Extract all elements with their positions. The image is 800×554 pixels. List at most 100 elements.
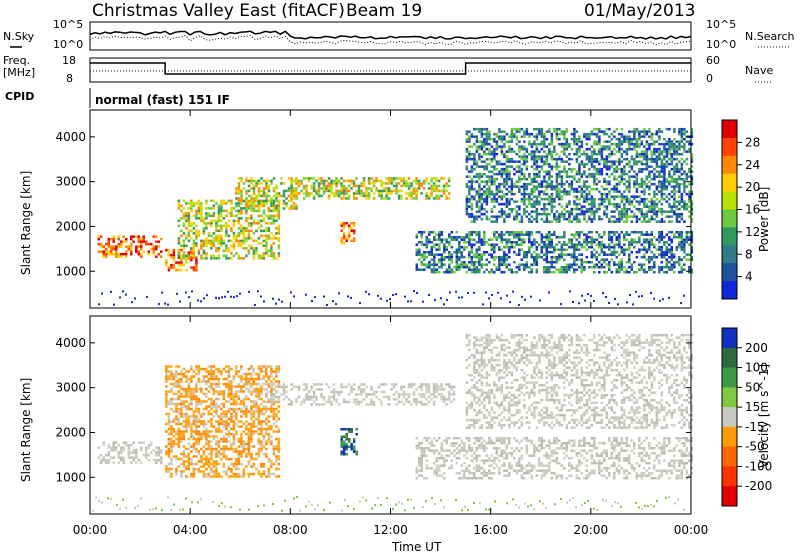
echo-cell — [533, 258, 536, 261]
echo-cell — [433, 270, 436, 274]
echo-cell — [608, 217, 611, 221]
echo-cell — [147, 446, 151, 449]
echo-cell — [165, 367, 168, 371]
echo-cell — [613, 152, 616, 156]
scatter-cell — [338, 292, 340, 295]
echo-cell — [230, 252, 233, 255]
echo-cell — [670, 210, 674, 213]
echo-cell — [573, 137, 576, 141]
echo-cell — [490, 165, 494, 168]
echo-cell — [560, 248, 564, 251]
echo-cell — [505, 140, 509, 143]
echo-cell — [195, 365, 198, 368]
echo-cell — [170, 263, 173, 267]
scatter-cell — [101, 292, 103, 295]
echo-cell — [555, 167, 559, 171]
echo-cell — [455, 238, 459, 241]
echo-cell — [688, 147, 691, 151]
echo-cell — [563, 217, 566, 221]
echo-cell — [207, 372, 211, 376]
echo-cell — [182, 415, 186, 418]
echo-cell — [565, 160, 569, 163]
echo-cell — [495, 235, 499, 239]
echo-cell — [660, 248, 664, 251]
echo-cell — [115, 250, 118, 253]
echo-cell — [685, 157, 689, 161]
echo-cell — [688, 140, 691, 143]
echo-cell — [530, 192, 534, 196]
echo-cell — [478, 230, 481, 234]
echo-cell — [673, 202, 676, 206]
echo-cell — [180, 430, 183, 433]
echo-cell — [415, 179, 418, 183]
echo-cell — [215, 412, 218, 416]
echo-cell — [588, 197, 591, 201]
echo-cell — [503, 217, 506, 221]
echo-cell — [475, 270, 479, 274]
echo-cell — [415, 197, 418, 200]
echo-cell — [505, 150, 509, 153]
echo-cell — [468, 192, 471, 196]
echo-cell — [205, 257, 208, 260]
echo-cell — [205, 457, 208, 461]
echo-cell — [190, 450, 193, 453]
echo-cell — [668, 152, 671, 156]
echo-cell — [195, 437, 198, 441]
echo-cell — [618, 210, 621, 213]
echo-cell — [430, 263, 434, 266]
echo-cell — [192, 422, 196, 426]
echo-cell — [167, 417, 171, 421]
echo-cell — [660, 142, 664, 146]
echo-cell — [640, 215, 644, 218]
echo-cell — [545, 217, 549, 221]
echo-cell — [545, 170, 549, 173]
echo-cell — [372, 179, 376, 183]
echo-cell — [618, 160, 621, 163]
echo-cell — [483, 207, 486, 211]
echo-cell — [315, 179, 318, 183]
echo-cell — [190, 237, 193, 240]
echo-cell — [262, 212, 266, 215]
echo-cell — [447, 192, 451, 195]
echo-cell — [197, 377, 201, 381]
echo-cell — [205, 427, 208, 431]
echo-cell — [645, 238, 649, 241]
echo-cell — [325, 187, 328, 190]
echo-cell — [170, 467, 173, 471]
echo-cell — [678, 230, 681, 234]
echo-cell — [535, 217, 539, 221]
echo-cell — [505, 253, 509, 256]
echo-cell — [605, 147, 609, 151]
echo-cell — [668, 137, 671, 141]
echo-cell — [523, 175, 526, 178]
echo-cell — [643, 270, 646, 274]
echo-cell — [240, 242, 243, 245]
echo-cell — [185, 427, 188, 431]
echo-cell — [342, 189, 346, 193]
echo-cell — [205, 447, 208, 451]
echo-cell — [580, 207, 584, 211]
scatter-cell — [347, 295, 349, 298]
echo-cell — [678, 233, 681, 236]
echo-cell — [630, 147, 634, 151]
echo-cell — [590, 132, 594, 136]
echo-cell — [205, 239, 208, 243]
scatter-cell — [488, 297, 490, 300]
echo-cell — [458, 240, 461, 244]
echo-cell — [563, 152, 566, 156]
echo-cell — [645, 202, 649, 206]
echo-cell — [350, 221, 353, 225]
echo-cell — [495, 160, 499, 163]
echo-cell — [135, 235, 138, 238]
echo-cell — [152, 247, 156, 251]
echo-cell — [575, 212, 579, 216]
echo-cell — [500, 215, 504, 218]
echo-cell — [190, 430, 193, 433]
echo-cell — [650, 152, 654, 156]
echo-cell — [638, 137, 641, 141]
echo-cell — [475, 202, 479, 206]
echo-cell — [630, 195, 634, 198]
echo-cell — [658, 135, 661, 138]
echo-cell — [578, 240, 581, 244]
echo-cell — [125, 252, 128, 256]
